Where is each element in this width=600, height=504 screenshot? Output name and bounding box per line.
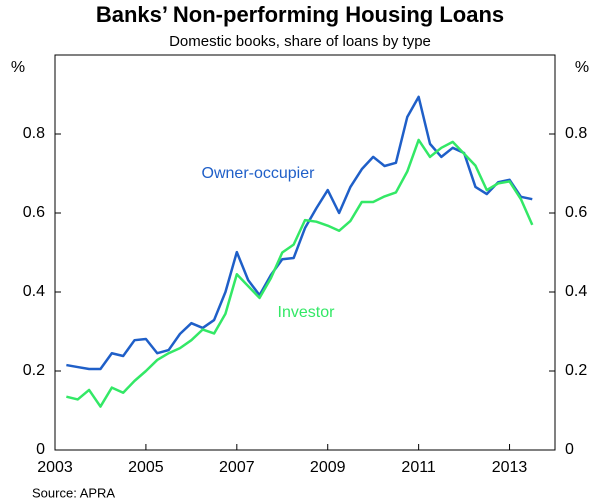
plot-frame bbox=[54, 54, 556, 451]
y2-tick-label: 0.6 bbox=[565, 204, 587, 221]
chart-subtitle: Domestic books, share of loans by type bbox=[169, 33, 431, 50]
y2-tick-label: 0.4 bbox=[565, 283, 587, 300]
series-label: Investor bbox=[278, 304, 336, 321]
chart-title: Banks’ Non-performing Housing Loans bbox=[96, 2, 504, 27]
x-tick-label: 2007 bbox=[219, 459, 255, 476]
x-tick-label: 2005 bbox=[128, 459, 164, 476]
y-tick-label: 0.4 bbox=[23, 283, 45, 300]
x-tick-label: 2003 bbox=[37, 459, 73, 476]
x-tick-label: 2011 bbox=[401, 459, 436, 476]
y-tick-label: 0.6 bbox=[23, 204, 45, 221]
y-tick-label: 0 bbox=[36, 441, 45, 458]
series-label: Owner-occupier bbox=[202, 165, 316, 182]
x-tick-label: 2009 bbox=[310, 459, 346, 476]
y-tick-label: 0.2 bbox=[23, 362, 45, 379]
y2-axis-label: % bbox=[575, 59, 589, 76]
series-line bbox=[66, 95, 533, 371]
y2-tick-label: 0.2 bbox=[565, 362, 587, 379]
y2-tick-label: 0 bbox=[565, 441, 574, 458]
series-line bbox=[66, 138, 534, 408]
y-axis-label: % bbox=[11, 59, 25, 76]
source: Source: APRA bbox=[32, 485, 115, 500]
x-tick-label: 2013 bbox=[492, 459, 528, 476]
y2-tick-label: 0.8 bbox=[565, 125, 587, 142]
y-tick-label: 0.8 bbox=[23, 125, 45, 142]
